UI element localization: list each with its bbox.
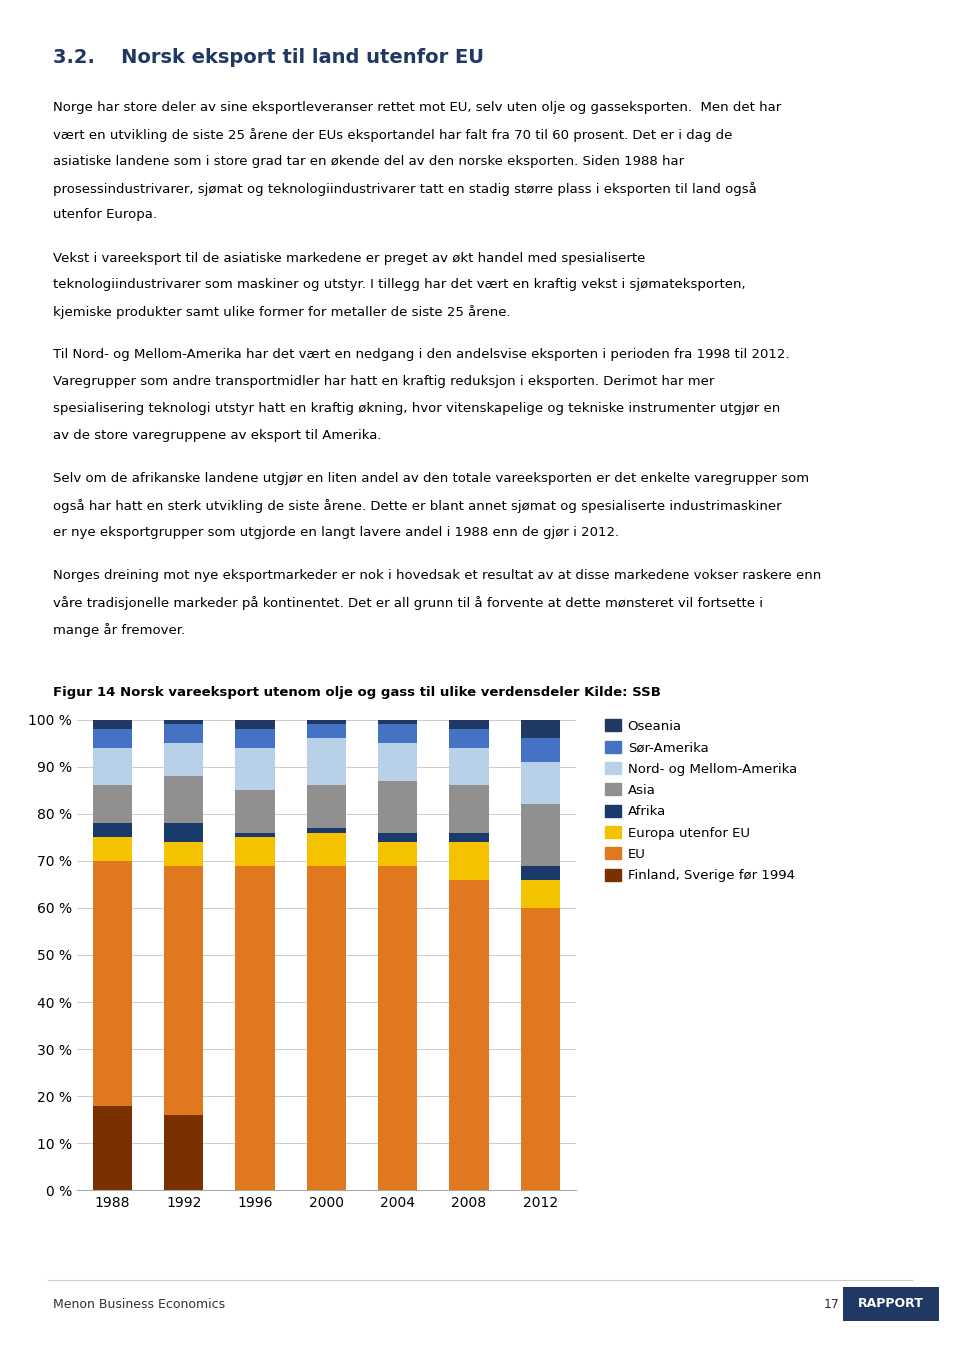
Bar	[235, 866, 275, 1190]
Bar	[93, 861, 132, 1106]
Bar	[93, 823, 132, 838]
Bar	[93, 720, 132, 729]
Bar	[520, 738, 560, 763]
Bar	[520, 880, 560, 908]
Text: Varegrupper som andre transportmidler har hatt en kraftig reduksjon i eksporten.: Varegrupper som andre transportmidler ha…	[53, 375, 714, 389]
Bar	[520, 804, 560, 866]
Text: RAPPORT: RAPPORT	[858, 1298, 924, 1310]
Bar	[378, 781, 418, 833]
Bar	[449, 785, 489, 833]
Bar	[93, 785, 132, 823]
Text: prosessindustrivarer, sjømat og teknologiindustrivarer tatt en stadig større pla: prosessindustrivarer, sjømat og teknolog…	[53, 182, 756, 195]
Text: asiatiske landene som i store grad tar en økende del av den norske eksporten. Si: asiatiske landene som i store grad tar e…	[53, 155, 684, 168]
Bar	[378, 842, 418, 866]
Bar	[164, 725, 204, 744]
Bar	[520, 908, 560, 1190]
Bar	[307, 720, 346, 725]
Bar	[307, 866, 346, 1190]
Bar	[378, 720, 418, 725]
Text: Vekst i vareeksport til de asiatiske markedene er preget av økt handel med spesi: Vekst i vareeksport til de asiatiske mar…	[53, 252, 645, 265]
Text: mange år fremover.: mange år fremover.	[53, 623, 185, 636]
Text: teknologiindustrivarer som maskiner og utstyr. I tillegg har det vært en kraftig: teknologiindustrivarer som maskiner og u…	[53, 278, 745, 292]
Text: Selv om de afrikanske landene utgjør en liten andel av den totale vareeksporten : Selv om de afrikanske landene utgjør en …	[53, 472, 809, 486]
Bar	[93, 748, 132, 785]
Legend: Oseania, Sør-Amerika, Nord- og Mellom-Amerika, Asia, Afrika, Europa utenfor EU, : Oseania, Sør-Amerika, Nord- og Mellom-Am…	[603, 717, 800, 885]
Bar	[235, 720, 275, 729]
Bar	[449, 720, 489, 729]
Bar	[378, 744, 418, 781]
Bar	[307, 785, 346, 829]
Text: kjemiske produkter samt ulike former for metaller de siste 25 årene.: kjemiske produkter samt ulike former for…	[53, 305, 511, 319]
Bar	[520, 763, 560, 804]
Bar	[93, 1106, 132, 1190]
Text: spesialisering teknologi utstyr hatt en kraftig økning, hvor vitenskapelige og t: spesialisering teknologi utstyr hatt en …	[53, 402, 780, 416]
Bar	[164, 842, 204, 866]
Bar	[307, 725, 346, 738]
Text: er nye eksportgrupper som utgjorde en langt lavere andel i 1988 enn de gjør i 20: er nye eksportgrupper som utgjorde en la…	[53, 526, 619, 539]
Text: Figur 14 Norsk vareeksport utenom olje og gass til ulike verdensdeler Kilde: SSB: Figur 14 Norsk vareeksport utenom olje o…	[53, 686, 660, 699]
Bar	[93, 729, 132, 748]
Bar	[378, 725, 418, 744]
Text: 17: 17	[824, 1298, 840, 1311]
Bar	[164, 720, 204, 725]
Bar	[235, 729, 275, 748]
Bar	[520, 866, 560, 880]
Bar	[520, 720, 560, 738]
Bar	[378, 833, 418, 842]
Text: Norges dreining mot nye eksportmarkeder er nok i hovedsak et resultat av at diss: Norges dreining mot nye eksportmarkeder …	[53, 569, 821, 582]
Bar	[93, 838, 132, 861]
Bar	[449, 729, 489, 748]
Text: Menon Business Economics: Menon Business Economics	[53, 1298, 225, 1311]
Bar	[378, 866, 418, 1190]
Bar	[307, 833, 346, 866]
Bar	[449, 880, 489, 1190]
Bar	[164, 744, 204, 776]
Bar	[164, 823, 204, 842]
Bar	[235, 833, 275, 838]
Text: våre tradisjonelle markeder på kontinentet. Det er all grunn til å forvente at d: våre tradisjonelle markeder på kontinent…	[53, 596, 763, 609]
Bar	[164, 776, 204, 823]
Bar	[235, 791, 275, 833]
Text: 3.2.  Norsk eksport til land utenfor EU: 3.2. Norsk eksport til land utenfor EU	[53, 48, 484, 67]
Text: også har hatt en sterk utvikling de siste årene. Dette er blant annet sjømat og : også har hatt en sterk utvikling de sist…	[53, 499, 781, 512]
Text: utenfor Europa.: utenfor Europa.	[53, 208, 156, 222]
Text: Til Nord- og Mellom-Amerika har det vært en nedgang i den andelsvise eksporten i: Til Nord- og Mellom-Amerika har det vært…	[53, 348, 789, 362]
Bar	[164, 866, 204, 1115]
Text: av de store varegruppene av eksport til Amerika.: av de store varegruppene av eksport til …	[53, 429, 381, 443]
Text: vært en utvikling de siste 25 årene der EUs eksportandel har falt fra 70 til 60 : vært en utvikling de siste 25 årene der …	[53, 128, 732, 141]
Bar	[307, 738, 346, 785]
Bar	[449, 842, 489, 880]
Bar	[307, 829, 346, 833]
Bar	[235, 748, 275, 791]
Text: Norge har store deler av sine eksportleveranser rettet mot EU, selv uten olje og: Norge har store deler av sine eksportlev…	[53, 101, 781, 114]
Bar	[235, 838, 275, 866]
Bar	[449, 833, 489, 842]
Bar	[164, 1115, 204, 1190]
Bar	[449, 748, 489, 785]
